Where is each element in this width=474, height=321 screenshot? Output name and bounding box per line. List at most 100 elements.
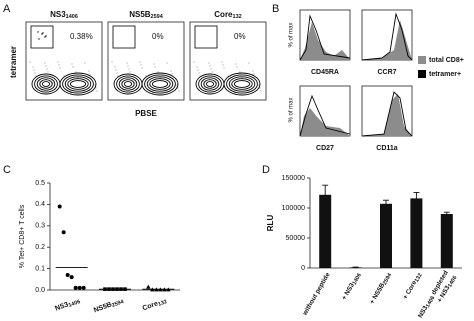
event-dot [41,89,43,91]
event-dot [197,69,199,71]
legend-swatch [418,70,426,78]
event-dot [210,68,212,70]
event-dot [120,80,122,82]
data-point [57,204,62,209]
event-dot [259,87,261,89]
plot-frame [189,21,267,101]
event-dot [240,74,242,76]
event-dot [139,61,141,63]
event-dot [133,79,135,81]
event-dot [32,66,34,68]
event-dot [203,83,205,85]
contour [195,73,225,95]
event-dot [171,73,173,75]
event-dot [141,67,143,69]
event-dot [88,70,90,72]
histogram-total [362,20,412,60]
y-tick-label: 0 [301,265,305,272]
contour [31,73,61,95]
legend-label: tetramer+ [429,71,461,78]
gate [112,25,136,49]
event-dot [64,78,66,80]
event-dot [172,76,174,78]
event-dot [114,66,116,68]
event-dot [115,69,117,71]
event-dot [234,92,236,94]
event-dot [71,63,73,65]
event-dot [89,73,91,75]
event-dot [83,91,85,93]
contour [198,75,222,93]
y-axis-label: % Tet+ CD8+ T cells [19,204,26,268]
text-part: NS3 [54,301,69,312]
x-tick-label: + NS31406 [341,271,364,302]
gate-percentage: 0% [152,32,164,41]
event-dot [254,76,256,78]
event-dot [198,72,200,74]
event-dot [51,79,53,81]
event-dot [90,76,92,78]
y-tick-label: 0.1 [35,265,45,272]
contour [141,72,179,96]
event-dot [176,84,178,86]
subscript: 1406 [68,299,82,309]
event-dot [246,88,248,90]
x-tick-label: without peptide [301,271,332,317]
event-dot [116,72,118,74]
panel-label: C [3,164,11,176]
contour [41,81,51,87]
event-dot [147,81,149,83]
contour [64,76,92,92]
y-axis-label: % of max [289,97,295,122]
event-dot [209,65,211,67]
histogram-tetramer [299,94,351,137]
event-dot [45,35,47,37]
event-dot [233,89,235,91]
data-point [73,285,78,290]
error-bar [322,184,329,205]
x-tick-label: NS5B2594 [93,297,126,316]
x-tick-label: + NS5B2594 [369,271,395,307]
contour [123,81,133,87]
y-tick-label: 50000 [286,235,306,242]
plot-title: NS31406 [50,10,78,20]
event-dot [70,92,72,94]
event-dot [217,85,219,87]
bar [410,198,423,268]
event-dot [193,61,195,63]
contour [62,74,94,94]
event-dot [82,88,84,90]
event-dot [33,69,35,71]
text-part: Core [142,300,159,312]
event-dot [37,31,39,33]
histogram-total [300,108,350,136]
panel-label: D [262,164,270,176]
event-dot [260,90,262,92]
event-dot [170,70,172,72]
data-point [146,284,151,289]
event-dot [248,62,250,64]
bar [440,214,453,268]
subscript: 132 [233,14,242,20]
event-dot [228,78,230,80]
event-dot [95,87,97,89]
histogram-tetramer [361,12,413,61]
data-point [77,285,82,290]
event-dot [134,82,136,84]
subscript: 132 [414,273,424,284]
event-dot [52,82,54,84]
contour [34,75,58,93]
event-dot [230,84,232,86]
y-tick-label: 0.4 [35,201,45,208]
event-dot [211,71,213,73]
panel-label: B [272,3,279,15]
text-part: + NS5B [369,282,387,306]
contour [205,81,215,87]
gate-percentage: 0.38% [70,32,93,41]
subscript: 132 [158,299,169,308]
marker-label: CD45RA [311,69,339,76]
event-dot [38,38,40,40]
y-tick-label: 0.2 [35,244,45,251]
